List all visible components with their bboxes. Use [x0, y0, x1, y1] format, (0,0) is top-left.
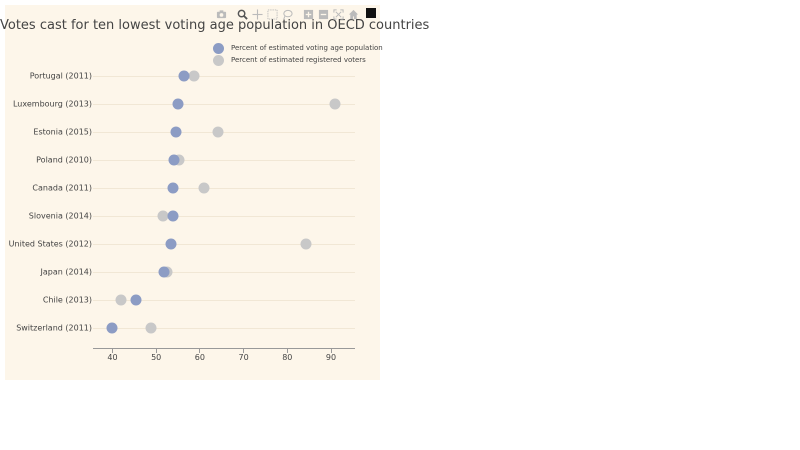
row-gridline [93, 216, 355, 217]
zoom-in-icon[interactable] [301, 7, 316, 21]
row-gridline [93, 328, 355, 329]
y-tick-label: Slovenia (2014) [28, 211, 92, 221]
data-point-registered[interactable] [115, 294, 127, 306]
x-tick-label: 70 [238, 353, 249, 362]
x-tick-mark [199, 349, 201, 353]
y-tick-label: Estonia (2015) [33, 127, 92, 137]
plot-background [5, 5, 380, 380]
legend-label: Percent of estimated voting age populati… [231, 44, 383, 52]
legend-item-registered[interactable]: Percent of estimated registered voters [213, 54, 383, 66]
x-axis-line [93, 348, 355, 349]
x-tick-label: 90 [325, 353, 337, 362]
camera-icon[interactable] [214, 7, 229, 21]
data-point-voting-age[interactable] [167, 210, 179, 222]
box-select-icon[interactable] [265, 7, 280, 21]
modebar [214, 7, 361, 21]
data-point-registered[interactable] [188, 70, 200, 82]
legend-label: Percent of estimated registered voters [231, 56, 366, 64]
legend-item-voting-age[interactable]: Percent of estimated voting age populati… [213, 42, 383, 54]
plotly-logo-icon[interactable] [366, 8, 376, 18]
data-point-registered[interactable] [329, 98, 341, 110]
row-gridline [93, 300, 355, 301]
chart-title: Votes cast for ten lowest voting age pop… [0, 18, 430, 33]
y-tick-label: Portugal (2011) [29, 71, 92, 81]
y-tick-label: Poland (2010) [36, 155, 92, 165]
x-tick-label: 60 [194, 353, 205, 362]
data-point-registered[interactable] [212, 126, 224, 138]
x-tick-label: 40 [107, 353, 118, 362]
data-point-voting-age[interactable] [165, 238, 177, 250]
row-gridline [93, 244, 355, 245]
legend-marker-registered-icon [213, 54, 224, 66]
y-tick-label: Canada (2011) [32, 183, 92, 193]
data-point-voting-age[interactable] [172, 98, 184, 110]
row-gridline [93, 160, 355, 161]
data-point-registered[interactable] [157, 210, 169, 222]
x-tick-mark [286, 349, 288, 353]
data-point-voting-age[interactable] [130, 294, 142, 306]
data-point-voting-age[interactable] [170, 126, 182, 138]
row-gridline [93, 272, 355, 273]
y-tick-label: Japan (2014) [40, 267, 92, 277]
data-point-voting-age[interactable] [167, 182, 179, 194]
reset-axes-icon[interactable] [346, 7, 361, 21]
zoom-icon[interactable] [235, 7, 250, 21]
pan-icon[interactable] [250, 7, 265, 21]
data-point-registered[interactable] [300, 238, 312, 250]
data-point-voting-age[interactable] [178, 70, 190, 82]
row-gridline [93, 188, 355, 189]
x-tick-mark [155, 349, 157, 353]
autoscale-icon[interactable] [331, 7, 346, 21]
x-tick-label: 50 [151, 353, 162, 362]
data-point-registered[interactable] [198, 182, 210, 194]
data-point-voting-age[interactable] [158, 266, 170, 278]
zoom-out-icon[interactable] [316, 7, 331, 21]
y-tick-label: Luxembourg (2013) [12, 99, 92, 109]
row-gridline [93, 76, 355, 77]
data-point-voting-age[interactable] [168, 154, 180, 166]
y-tick-label: Chile (2013) [42, 295, 92, 305]
y-tick-label: United States (2012) [8, 239, 92, 249]
x-tick-label: 80 [282, 353, 293, 362]
x-tick-mark [330, 349, 332, 353]
data-point-voting-age[interactable] [106, 322, 118, 334]
x-tick-mark [112, 349, 113, 353]
data-point-registered[interactable] [145, 322, 157, 334]
lasso-select-icon[interactable] [280, 7, 295, 21]
y-tick-label: Switzerland (2011) [16, 323, 92, 333]
row-gridline [93, 132, 355, 133]
x-tick-mark [243, 349, 245, 353]
legend: Percent of estimated voting age populati… [213, 42, 383, 66]
legend-marker-voting-age-icon [213, 42, 224, 54]
row-gridline [93, 104, 355, 105]
